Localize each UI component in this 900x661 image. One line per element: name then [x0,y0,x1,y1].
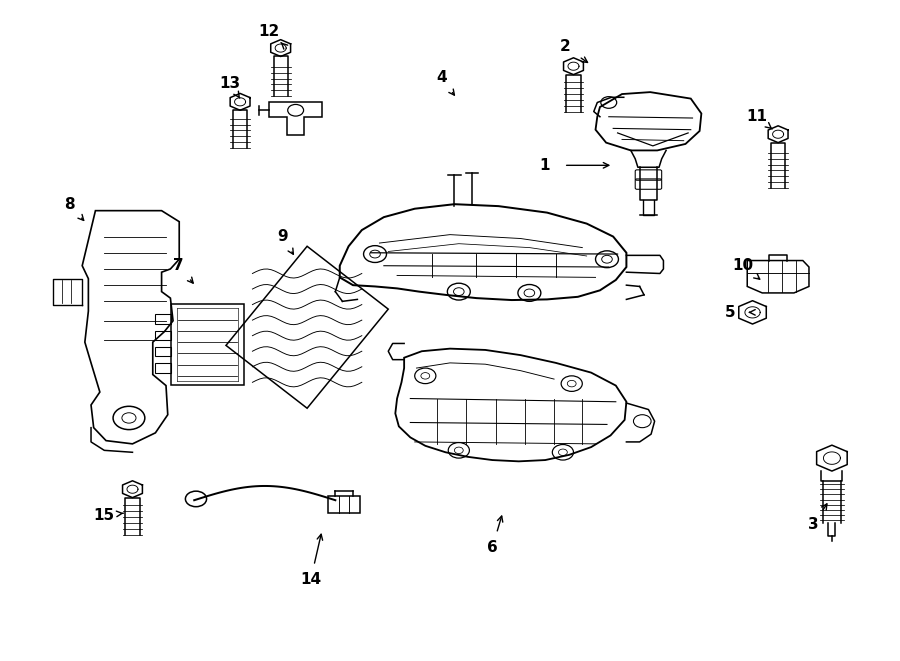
Bar [156,363,171,373]
Text: 12: 12 [258,24,280,39]
Text: 13: 13 [219,75,240,91]
Bar [156,346,171,356]
Text: 11: 11 [746,109,768,124]
Text: 5: 5 [725,305,736,320]
Text: 14: 14 [300,572,321,588]
Text: 1: 1 [539,158,550,173]
Bar [156,330,171,340]
Text: 8: 8 [64,197,75,212]
Text: 10: 10 [733,258,753,273]
Bar [156,315,171,324]
Text: 2: 2 [559,39,570,54]
Text: 15: 15 [94,508,115,523]
Text: 7: 7 [173,258,184,273]
Text: 9: 9 [277,229,288,244]
Text: 6: 6 [487,540,498,555]
Text: 4: 4 [436,70,446,85]
Text: 3: 3 [808,518,819,532]
Bar [171,304,244,385]
